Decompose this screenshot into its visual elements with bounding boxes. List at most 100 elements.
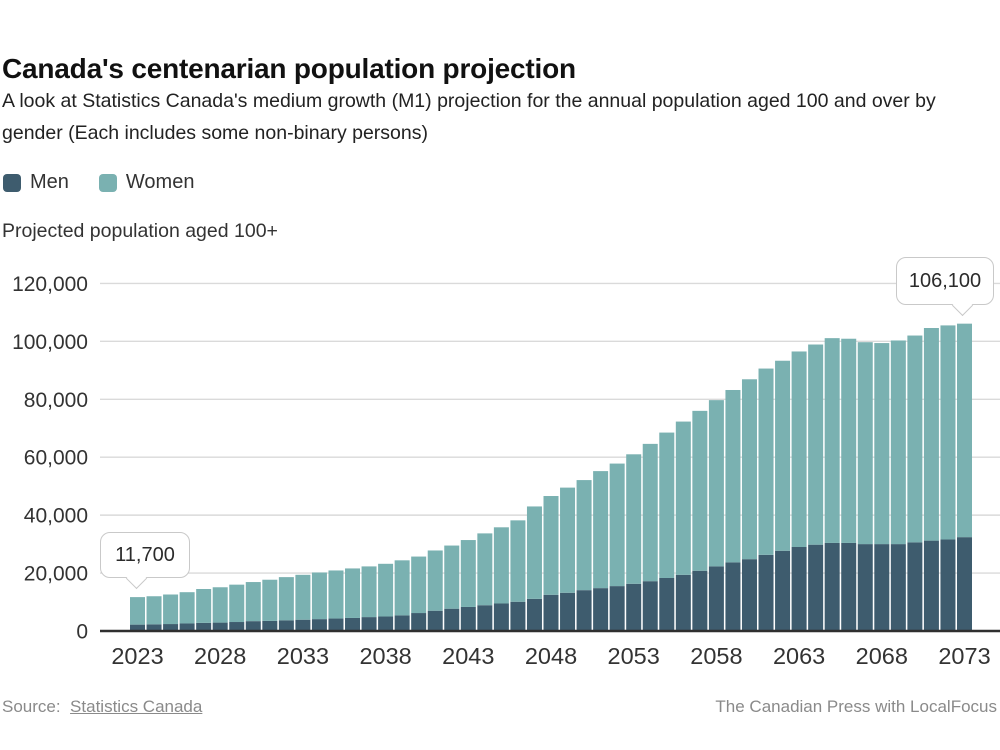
- bar-segment-men-2031[interactable]: [262, 620, 278, 631]
- bar-segment-women-2073[interactable]: [957, 323, 972, 538]
- bar-segment-men-2041[interactable]: [427, 610, 443, 631]
- bar-segment-men-2061[interactable]: [758, 554, 774, 631]
- bar-segment-women-2037[interactable]: [361, 566, 377, 618]
- bar-segment-women-2034[interactable]: [311, 572, 327, 620]
- bar-segment-men-2057[interactable]: [692, 570, 708, 631]
- bar-segment-women-2023[interactable]: [130, 597, 145, 625]
- bar-segment-men-2026[interactable]: [179, 623, 195, 631]
- bar-segment-men-2027[interactable]: [196, 622, 212, 631]
- bar-segment-men-2024[interactable]: [146, 624, 162, 631]
- bar-segment-men-2068[interactable]: [874, 544, 890, 631]
- bar-segment-women-2055[interactable]: [659, 432, 675, 578]
- bar-segment-women-2066[interactable]: [841, 338, 857, 543]
- bar-segment-women-2024[interactable]: [146, 596, 162, 625]
- bar-segment-women-2063[interactable]: [791, 351, 807, 547]
- bar-segment-men-2054[interactable]: [642, 581, 658, 631]
- bar-segment-women-2043[interactable]: [460, 540, 476, 607]
- bar-segment-women-2054[interactable]: [642, 443, 658, 582]
- source-link[interactable]: Statistics Canada: [70, 697, 203, 716]
- bar-segment-women-2060[interactable]: [741, 379, 757, 560]
- bar-segment-men-2033[interactable]: [295, 619, 311, 631]
- bar-segment-women-2045[interactable]: [493, 527, 509, 604]
- bar-segment-women-2033[interactable]: [295, 574, 311, 620]
- bar-segment-women-2068[interactable]: [874, 343, 890, 545]
- bar-segment-men-2045[interactable]: [493, 603, 509, 631]
- bar-segment-men-2034[interactable]: [311, 619, 327, 631]
- bar-segment-men-2067[interactable]: [857, 544, 873, 631]
- bar-segment-women-2028[interactable]: [212, 587, 228, 623]
- bar-segment-men-2028[interactable]: [212, 622, 228, 631]
- bar-segment-men-2036[interactable]: [345, 617, 361, 631]
- bar-segment-women-2064[interactable]: [808, 344, 824, 545]
- bar-segment-men-2069[interactable]: [890, 544, 906, 631]
- bar-segment-women-2041[interactable]: [427, 550, 443, 611]
- bar-segment-women-2059[interactable]: [725, 389, 741, 563]
- bar-segment-women-2070[interactable]: [907, 335, 923, 543]
- bar-segment-women-2032[interactable]: [278, 577, 294, 621]
- bar-segment-women-2071[interactable]: [923, 328, 939, 541]
- bar-segment-women-2038[interactable]: [378, 563, 394, 617]
- bar-segment-men-2049[interactable]: [560, 592, 576, 631]
- bar-segment-women-2069[interactable]: [890, 340, 906, 545]
- bar-segment-women-2061[interactable]: [758, 368, 774, 555]
- bar-segment-men-2053[interactable]: [626, 583, 642, 631]
- bar-segment-women-2047[interactable]: [526, 506, 542, 599]
- bar-segment-men-2042[interactable]: [444, 608, 460, 631]
- bar-segment-men-2048[interactable]: [543, 594, 559, 631]
- bar-segment-men-2025[interactable]: [163, 624, 179, 631]
- bar-segment-women-2052[interactable]: [609, 463, 625, 587]
- bar-segment-women-2050[interactable]: [576, 480, 592, 591]
- bar-segment-men-2050[interactable]: [576, 590, 592, 631]
- bar-segment-men-2072[interactable]: [940, 539, 956, 631]
- bar-segment-men-2071[interactable]: [923, 540, 939, 631]
- bar-segment-women-2062[interactable]: [775, 360, 791, 551]
- bar-segment-men-2062[interactable]: [775, 550, 791, 631]
- bar-segment-men-2038[interactable]: [378, 616, 394, 631]
- bar-segment-men-2056[interactable]: [675, 574, 691, 631]
- bar-segment-men-2064[interactable]: [808, 544, 824, 631]
- bar-segment-women-2039[interactable]: [394, 560, 410, 616]
- bar-segment-women-2040[interactable]: [411, 556, 427, 614]
- bar-segment-men-2035[interactable]: [328, 618, 344, 631]
- bar-segment-women-2026[interactable]: [179, 592, 195, 624]
- bar-segment-women-2035[interactable]: [328, 570, 344, 619]
- bar-segment-women-2072[interactable]: [940, 325, 956, 540]
- bar-segment-women-2048[interactable]: [543, 496, 559, 595]
- bar-segment-men-2030[interactable]: [245, 621, 261, 631]
- bar-segment-women-2051[interactable]: [593, 471, 609, 589]
- bar-segment-women-2030[interactable]: [245, 582, 261, 622]
- bar-segment-women-2025[interactable]: [163, 594, 179, 625]
- bar-segment-men-2023[interactable]: [130, 624, 145, 631]
- bar-segment-men-2065[interactable]: [824, 542, 840, 631]
- bar-segment-men-2051[interactable]: [593, 588, 609, 631]
- bar-segment-men-2070[interactable]: [907, 542, 923, 631]
- bar-segment-men-2059[interactable]: [725, 562, 741, 631]
- bar-segment-men-2063[interactable]: [791, 546, 807, 631]
- bar-segment-women-2027[interactable]: [196, 588, 212, 623]
- bar-segment-men-2039[interactable]: [394, 615, 410, 631]
- bar-segment-men-2055[interactable]: [659, 577, 675, 631]
- bar-segment-women-2036[interactable]: [345, 568, 361, 618]
- bar-segment-men-2047[interactable]: [526, 598, 542, 631]
- bar-segment-men-2073[interactable]: [957, 537, 972, 631]
- bar-segment-men-2043[interactable]: [460, 606, 476, 631]
- bar-segment-men-2029[interactable]: [229, 622, 245, 631]
- bar-segment-men-2044[interactable]: [477, 605, 493, 631]
- bar-segment-men-2058[interactable]: [708, 566, 724, 631]
- bar-segment-women-2065[interactable]: [824, 338, 840, 543]
- bar-segment-women-2058[interactable]: [708, 400, 724, 567]
- bar-segment-men-2032[interactable]: [278, 620, 294, 631]
- bar-segment-men-2066[interactable]: [841, 542, 857, 631]
- bar-segment-men-2040[interactable]: [411, 613, 427, 631]
- bar-segment-men-2046[interactable]: [510, 601, 526, 631]
- bar-segment-men-2060[interactable]: [741, 559, 757, 631]
- bar-segment-men-2052[interactable]: [609, 586, 625, 631]
- bar-segment-women-2031[interactable]: [262, 579, 278, 621]
- bar-segment-women-2053[interactable]: [626, 454, 642, 584]
- bar-segment-women-2044[interactable]: [477, 533, 493, 606]
- bar-segment-women-2056[interactable]: [675, 421, 691, 575]
- bar-segment-men-2037[interactable]: [361, 617, 377, 631]
- bar-segment-women-2046[interactable]: [510, 520, 526, 602]
- bar-segment-women-2067[interactable]: [857, 342, 873, 545]
- bar-segment-women-2042[interactable]: [444, 545, 460, 609]
